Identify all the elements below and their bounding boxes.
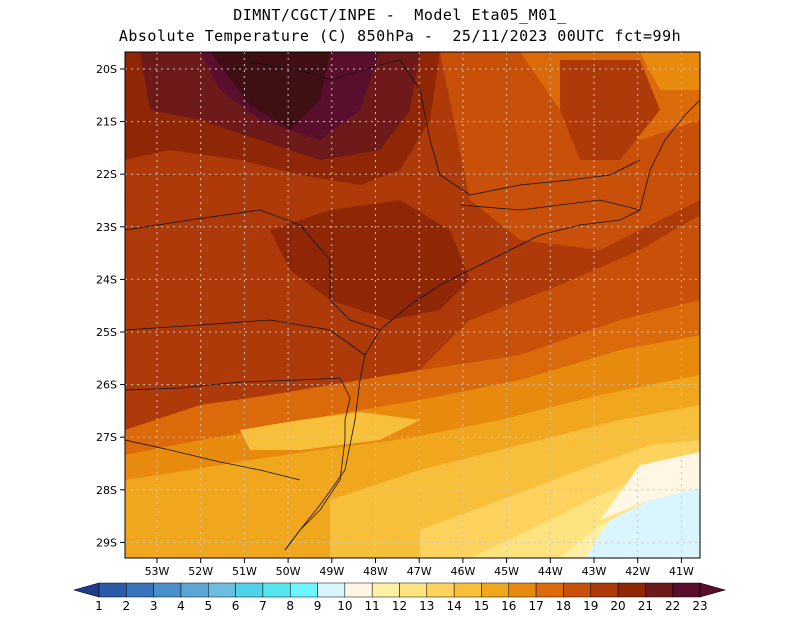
colorbar-label: 13 bbox=[419, 599, 434, 613]
state-border-pr-sp bbox=[125, 209, 381, 331]
coastline bbox=[284, 209, 641, 551]
lon-label: 46W bbox=[450, 565, 475, 578]
state-border-pr-sc bbox=[125, 319, 366, 356]
lat-label: 25S bbox=[96, 326, 117, 339]
colorbar-swatch bbox=[508, 582, 537, 598]
colorbar-swatch bbox=[344, 582, 373, 598]
state-border-rj bbox=[459, 199, 641, 211]
field-band-18-ocean bbox=[520, 300, 700, 380]
colorbar-swatch bbox=[645, 582, 673, 598]
colorbar-swatch bbox=[617, 582, 646, 598]
lat-label: 21S bbox=[96, 116, 117, 129]
colorbar-label: 21 bbox=[638, 599, 653, 613]
lat-label: 23S bbox=[96, 221, 117, 234]
colorbar-label: 12 bbox=[392, 599, 407, 613]
field-band-19-ocean bbox=[420, 215, 700, 370]
colorbar-swatch bbox=[262, 582, 291, 598]
colorbar-swatch bbox=[481, 582, 510, 598]
lon-label: 45W bbox=[494, 565, 519, 578]
colorbar-swatch bbox=[426, 582, 455, 598]
state-border-south bbox=[125, 377, 351, 551]
lat-label: 24S bbox=[96, 273, 117, 286]
coastline-and-borders bbox=[125, 59, 700, 551]
field-band-10 bbox=[585, 488, 700, 558]
colorbar-swatch bbox=[535, 582, 564, 598]
colorbar-label: 14 bbox=[446, 599, 461, 613]
colorbar-swatch bbox=[153, 582, 182, 598]
colorbar-swatch bbox=[126, 582, 154, 598]
lat-label: 26S bbox=[96, 379, 117, 392]
lat-label: 27S bbox=[96, 431, 117, 444]
colorbar-swatch bbox=[180, 582, 209, 598]
lon-label: 43W bbox=[582, 565, 607, 578]
colorbar-swatch bbox=[317, 582, 346, 598]
lat-label: 28S bbox=[96, 484, 117, 497]
colorbar-label: 9 bbox=[314, 599, 322, 613]
map-frame bbox=[124, 51, 701, 559]
state-border-ms bbox=[249, 59, 401, 81]
colorbar-swatch bbox=[563, 582, 591, 598]
chart-title-line-2: Absolute Temperature (C) 850hPa - 25/11/… bbox=[118, 27, 682, 45]
chart-title-line-1: DIMNT/CGCT/INPE - Model Eta05_M01_ bbox=[233, 6, 567, 24]
colorbar-swatch bbox=[371, 582, 400, 598]
lon-label: 50W bbox=[276, 565, 301, 578]
lat-label: 20S bbox=[96, 63, 117, 76]
lat-label: 22S bbox=[96, 168, 117, 181]
lat-label: 29S bbox=[96, 536, 117, 549]
colorbar-label: 15 bbox=[474, 599, 489, 613]
colorbar-label: 23 bbox=[692, 599, 707, 613]
colorbar-swatch bbox=[590, 582, 619, 598]
colorbar-arrow-high bbox=[699, 582, 727, 598]
temperature-field bbox=[125, 52, 700, 558]
colorbar-labels: 1 2 3 4 5 6 7 8 9 10 11 12 13 14 15 16 17 18 19 20 21 22 23 bbox=[95, 599, 707, 613]
latitude-labels: 20S 21S 22S 23S 24S 25S 26S 27S 28S 29S bbox=[96, 63, 125, 549]
colorbar-label: 16 bbox=[501, 599, 516, 613]
colorbar-label: 3 bbox=[150, 599, 158, 613]
lon-label: 44W bbox=[538, 565, 563, 578]
map-gridlines bbox=[125, 52, 700, 558]
lon-label: 52W bbox=[188, 565, 213, 578]
colorbar-label: 20 bbox=[610, 599, 625, 613]
colorbar-label: 7 bbox=[259, 599, 267, 613]
colorbar-arrow-low bbox=[72, 582, 100, 598]
field-band-15-north bbox=[240, 412, 420, 450]
colorbar-label: 19 bbox=[583, 599, 598, 613]
colorbar-label: 1 bbox=[95, 599, 103, 613]
lon-label: 41W bbox=[669, 565, 694, 578]
colorbar-label: 5 bbox=[204, 599, 212, 613]
lon-label: 47W bbox=[407, 565, 432, 578]
colorbar-swatch bbox=[98, 582, 127, 598]
lon-label: 42W bbox=[625, 565, 650, 578]
colorbar-swatch bbox=[453, 582, 482, 598]
colorbar-swatch bbox=[672, 582, 701, 598]
colorbar-label: 18 bbox=[556, 599, 571, 613]
colorbar-label: 22 bbox=[665, 599, 680, 613]
colorbar bbox=[72, 582, 727, 598]
lon-label: 53W bbox=[145, 565, 170, 578]
field-band-hot-core bbox=[210, 52, 330, 130]
colorbar-label: 8 bbox=[286, 599, 294, 613]
field-band-17-ne bbox=[640, 52, 700, 90]
colorbar-swatch bbox=[289, 582, 318, 598]
colorbar-label: 17 bbox=[528, 599, 543, 613]
coastline-north bbox=[639, 99, 700, 211]
lon-label: 49W bbox=[319, 565, 344, 578]
lon-label: 48W bbox=[363, 565, 388, 578]
colorbar-label: 10 bbox=[337, 599, 352, 613]
colorbar-swatch bbox=[208, 582, 236, 598]
colorbar-label: 2 bbox=[122, 599, 130, 613]
longitude-labels: 53W 52W 51W 50W 49W 48W 47W 46W 45W 44W 43W 42W 41W bbox=[145, 558, 694, 578]
field-band-21-inland bbox=[270, 200, 470, 320]
colorbar-label: 4 bbox=[177, 599, 185, 613]
colorbar-label: 6 bbox=[232, 599, 240, 613]
state-border-rs bbox=[125, 439, 301, 481]
colorbar-label: 11 bbox=[365, 599, 380, 613]
state-border-sp-mg bbox=[399, 59, 641, 196]
colorbar-swatch bbox=[399, 582, 428, 598]
colorbar-swatch bbox=[235, 582, 264, 598]
lon-label: 51W bbox=[232, 565, 257, 578]
field-band-20-ne bbox=[560, 60, 660, 160]
field-band-11 bbox=[600, 452, 700, 520]
